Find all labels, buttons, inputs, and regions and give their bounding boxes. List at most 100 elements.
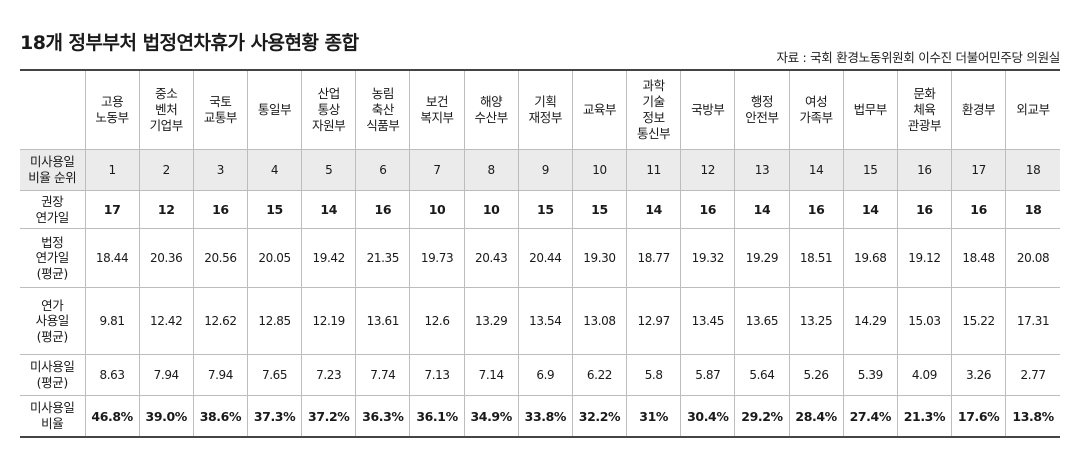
table-cell: 4.09 bbox=[896, 354, 953, 396]
ministry-name: 보건 복지부 bbox=[420, 93, 454, 125]
table-cell: 10 bbox=[571, 149, 628, 191]
table-cell: 16 bbox=[950, 190, 1007, 229]
ministry-header: 통일부 bbox=[246, 69, 303, 150]
table-cell: 33.8% bbox=[517, 395, 573, 438]
ministry-header: 환경부 bbox=[950, 69, 1007, 150]
table-cell: 14 bbox=[626, 190, 682, 229]
table-cell: 36.1% bbox=[409, 395, 465, 438]
ministry-header: 외교부 bbox=[1005, 69, 1060, 150]
table-cell: 20.44 bbox=[517, 228, 573, 288]
table-cell: 18.48 bbox=[950, 228, 1007, 288]
unused-days-row: 미사용일 (평균) 8.63 7.94 7.94 7.65 7.23 7.74 7.13 7.1… bbox=[20, 354, 1060, 396]
table-cell: 18.44 bbox=[84, 228, 140, 288]
table-cell: 14 bbox=[788, 149, 844, 191]
table-cell: 1 bbox=[84, 149, 140, 191]
ministry-header: 여성 가족부 bbox=[788, 69, 844, 150]
ministry-header: 과학 기술 정보 통신부 bbox=[626, 69, 682, 150]
table-cell: 13 bbox=[734, 149, 790, 191]
table-cell: 19.30 bbox=[571, 228, 628, 288]
table-cell: 3.26 bbox=[950, 354, 1007, 396]
table-cell: 18 bbox=[1005, 149, 1060, 191]
ministry-header: 교육부 bbox=[571, 69, 628, 150]
table-cell: 17.6% bbox=[950, 395, 1007, 438]
table-cell: 14 bbox=[301, 190, 357, 229]
table-cell: 17.31 bbox=[1005, 287, 1060, 355]
ministry-name: 기획 재정부 bbox=[528, 93, 563, 125]
ministry-name: 교육부 bbox=[582, 101, 617, 117]
table-cell: 16 bbox=[355, 190, 411, 229]
table-cell: 18.77 bbox=[626, 228, 682, 288]
table-cell: 19.32 bbox=[680, 228, 736, 288]
table-cell: 12.6 bbox=[409, 287, 465, 355]
ministry-name: 농림 축산 식품부 bbox=[366, 85, 400, 134]
table-cell: 13.08 bbox=[571, 287, 628, 355]
source-note: 자료 : 국회 환경노동위원회 이수진 더불어민주당 의원실 bbox=[776, 50, 1060, 65]
table-cell: 15.03 bbox=[896, 287, 953, 355]
table-cell: 13.45 bbox=[680, 287, 736, 355]
recommended-row: 권장 연가일 17 12 16 15 14 16 10 10 15 15 14 16 14 16 14 16 16… bbox=[20, 190, 1060, 229]
table-cell: 14 bbox=[842, 190, 898, 229]
ministry-header: 산업 통상 자원부 bbox=[301, 69, 357, 150]
unused-ratio-row: 미사용일 비율 46.8% 39.0% 38.6% 37.3% 37.2% 36.3% 36.… bbox=[20, 395, 1060, 438]
ministry-name: 고용 노동부 bbox=[95, 93, 129, 125]
table-cell: 19.68 bbox=[842, 228, 898, 288]
table-cell: 13.65 bbox=[734, 287, 790, 355]
row-label-text: 권장 연가일 bbox=[35, 193, 70, 225]
ministry-name: 행정 안전부 bbox=[745, 93, 779, 125]
row-label: 법정 연가일 (평균) bbox=[20, 228, 86, 288]
table-cell: 9 bbox=[517, 149, 573, 191]
table-cell: 7 bbox=[409, 149, 465, 191]
row-label-text: 연가 사용일 (평균) bbox=[35, 297, 70, 344]
table-cell: 13.54 bbox=[517, 287, 573, 355]
ministry-header: 중소 벤처 기업부 bbox=[138, 69, 194, 150]
ministry-header: 해양 수산부 bbox=[463, 69, 519, 150]
table-cell: 30.4% bbox=[680, 395, 736, 438]
ministry-name: 국토 교통부 bbox=[203, 93, 238, 125]
table-cell: 16 bbox=[788, 190, 844, 229]
table-cell: 12.85 bbox=[246, 287, 303, 355]
row-label-text: 미사용일 비율 순위 bbox=[28, 154, 77, 185]
row-label: 미사용일 (평균) bbox=[20, 354, 86, 396]
table-cell: 21.3% bbox=[896, 395, 953, 438]
table-cell: 16 bbox=[192, 190, 248, 229]
table-cell: 3 bbox=[192, 149, 248, 191]
legal-days-row: 법정 연가일 (평균) 18.44 20.36 20.56 20.05 19.42 21.3… bbox=[20, 228, 1060, 288]
ministry-header: 문화 체육 관광부 bbox=[896, 69, 953, 150]
table-cell: 21.35 bbox=[355, 228, 411, 288]
table-cell: 9.81 bbox=[84, 287, 140, 355]
row-label-text: 미사용일 비율 bbox=[30, 400, 75, 431]
table-cell: 36.3% bbox=[355, 395, 411, 438]
table-cell: 12.19 bbox=[301, 287, 357, 355]
table-cell: 11 bbox=[626, 149, 682, 191]
ministry-header: 농림 축산 식품부 bbox=[355, 69, 411, 150]
table-cell: 13.61 bbox=[355, 287, 411, 355]
table-cell: 27.4% bbox=[842, 395, 898, 438]
table-cell: 14 bbox=[734, 190, 790, 229]
table-cell: 2 bbox=[138, 149, 194, 191]
ministry-name: 통일부 bbox=[257, 101, 292, 117]
row-label-text: 법정 연가일 (평균) bbox=[35, 234, 70, 281]
table-cell: 10 bbox=[463, 190, 519, 229]
ministry-name: 법무부 bbox=[853, 101, 888, 117]
table-cell: 15 bbox=[246, 190, 303, 229]
table-cell: 5 bbox=[301, 149, 357, 191]
table-cell: 7.74 bbox=[355, 354, 411, 396]
table-cell: 19.73 bbox=[409, 228, 465, 288]
table-cell: 4 bbox=[246, 149, 303, 191]
table-cell: 16 bbox=[896, 149, 953, 191]
table-cell: 5.8 bbox=[626, 354, 682, 396]
table-cell: 29.2% bbox=[734, 395, 790, 438]
table-cell: 15 bbox=[517, 190, 573, 229]
ministry-name: 과학 기술 정보 통신부 bbox=[636, 77, 671, 142]
vacation-table: 고용 노동부 중소 벤처 기업부 국토 교통부 통일부 산업 통상 자원부 농림 축산 식… bbox=[20, 69, 1060, 438]
ministry-name: 여성 가족부 bbox=[799, 93, 833, 125]
table-cell: 39.0% bbox=[138, 395, 194, 438]
table-cell: 20.43 bbox=[463, 228, 519, 288]
table-cell: 7.13 bbox=[409, 354, 465, 396]
table-cell: 8 bbox=[463, 149, 519, 191]
table-cell: 20.05 bbox=[246, 228, 303, 288]
table-cell: 7.14 bbox=[463, 354, 519, 396]
table-cell: 13.29 bbox=[463, 287, 519, 355]
table-cell: 2.77 bbox=[1005, 354, 1060, 396]
